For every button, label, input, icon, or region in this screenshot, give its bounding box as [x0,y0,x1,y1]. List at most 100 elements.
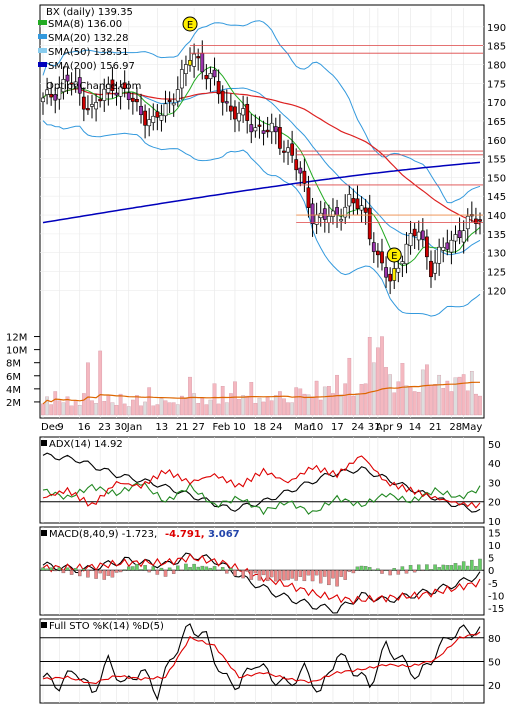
candle-body [212,69,217,78]
candle [273,117,278,145]
horizontal-levels [190,45,483,223]
candle [453,225,458,254]
price-tick-label: 180 [487,60,506,71]
macd-histogram-bar [253,570,258,574]
candle-body [175,89,180,102]
x-tick-label: 17 [331,422,344,433]
macd-histogram-bar [225,570,229,574]
x-tick-label: 16 [78,422,91,433]
macd-histogram-bar [180,570,184,571]
candle [65,67,70,94]
volume-bar [355,393,360,416]
volume-bar [367,337,372,416]
candle-body [412,228,417,237]
candle-body [220,90,225,103]
price-panel-frame [39,4,485,419]
macd-histogram-bar [159,567,164,571]
candle-body [331,210,335,217]
candle [216,69,221,104]
volume-bar [343,383,348,416]
axis-labels: 1201251301351401451501551601651701751801… [6,23,506,692]
candle-body [322,208,327,220]
volume-bar [347,357,352,416]
macd-histogram-bar [425,564,429,571]
volume-bar [396,381,401,416]
candle [118,80,123,110]
candle-body [204,75,209,80]
candle-body [367,207,372,240]
volume-bar [98,350,103,416]
macd-histogram-bar [302,570,307,582]
volume-bar [163,400,168,416]
candle-body [294,159,299,171]
volume-bar [339,394,343,416]
volume-bar [278,391,282,416]
volume-bar [425,364,429,416]
candle [294,148,299,181]
price-tick-label: 165 [487,117,506,128]
volume-bar [286,402,290,416]
volume-bar [400,363,405,416]
volume-bar [49,404,54,416]
adx-title: ADX(14) 14.92 [41,439,123,450]
macd-histogram-bar [441,564,445,571]
macd-histogram-bar [408,565,413,571]
volume-bar [351,395,356,416]
volume-bar [159,398,164,416]
price-tick-label: 135 [487,230,506,241]
volume-bar [302,393,307,416]
candle [474,207,478,235]
candle-body [139,105,143,116]
macd-histogram-bar [151,566,156,571]
macd-histogram-bar [220,567,225,571]
candle-body [151,115,156,123]
volume-bar [384,367,388,416]
macd-histogram-bar [241,570,245,579]
macd-histogram-bar [363,566,368,571]
earnings-marker: E [182,16,198,32]
volume-bar [388,374,392,416]
candle-body [257,124,262,127]
adx-title-text: ADX(14) 14.92 [49,439,123,450]
candle [445,229,450,256]
price-tick-label: 130 [487,249,506,260]
candle [433,250,437,281]
macd-histogram-bar [65,567,70,571]
candle-body [41,97,45,103]
candle [363,198,368,225]
volume-tick-label: 12M [6,333,27,344]
legend-swatch [38,62,47,67]
indicator-tick-label: 10 [488,541,501,552]
macd-histogram-bar [216,570,221,571]
ticker-label: BX (daily) 139.35 [46,7,133,18]
candle [408,220,413,255]
candle-body [388,273,393,282]
indicator-tick-label: -15 [488,604,504,615]
candle [159,104,164,132]
candle-body [449,239,454,253]
candle-body [478,219,482,222]
legend-item-sma50: SMA(50) 138.51 [38,47,129,58]
candle-body [273,126,278,133]
candle [437,238,442,276]
stochastic-title-swatch [41,622,47,628]
candle-body [286,147,290,153]
macd-histogram-bar [376,568,380,571]
candle-body [253,127,258,132]
candle-body [208,73,213,79]
volume-bar [45,396,49,416]
macd-histogram-bar [171,570,176,574]
price-tick-label: 170 [487,98,506,109]
macd-signal-value: -4.791, [165,529,205,540]
macd-histogram-bar [339,570,343,577]
x-tick-label: 18 [253,422,266,433]
volume-bar [376,347,380,416]
candle-body [155,111,160,118]
macd-histogram-bar [335,570,339,587]
macd-histogram-bar [57,567,62,571]
candle [73,68,78,93]
volume-bar [61,402,66,416]
bollinger-upper-line [42,20,481,204]
x-tick-label: 30 [115,422,128,433]
signal-line [42,553,481,605]
